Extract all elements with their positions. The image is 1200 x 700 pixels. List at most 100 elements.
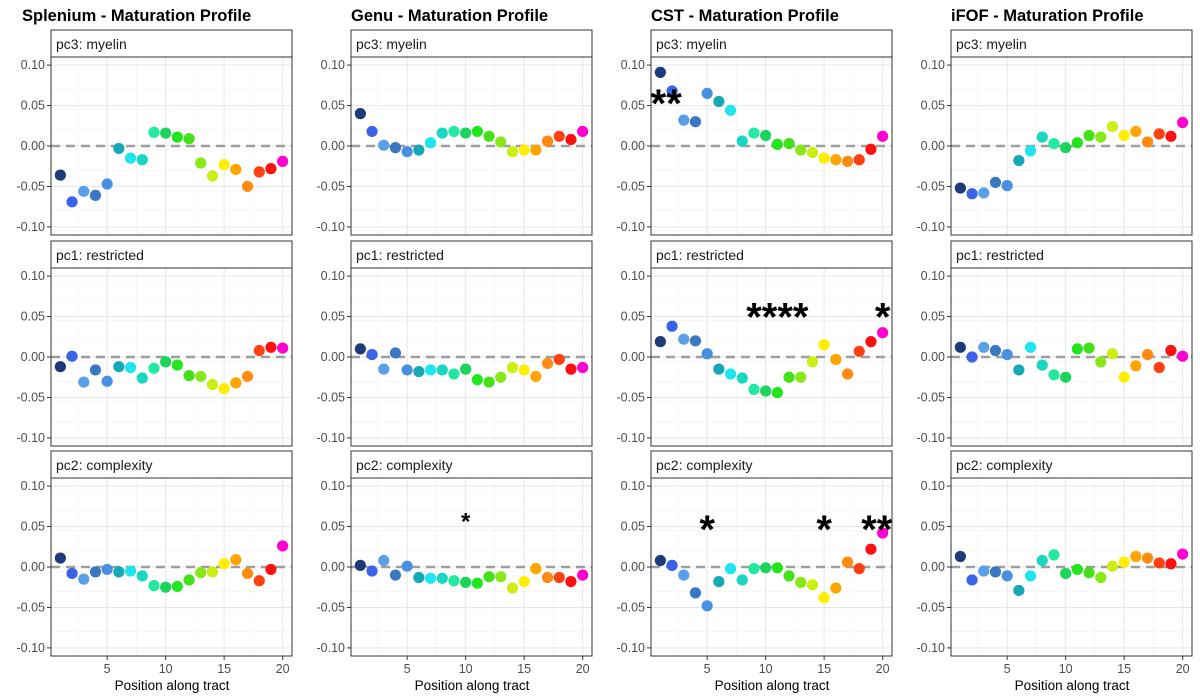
data-point (1153, 128, 1165, 140)
data-point (1013, 154, 1025, 167)
data-point (654, 554, 666, 567)
data-point (89, 364, 102, 376)
data-point (989, 176, 1002, 189)
data-point (818, 152, 830, 164)
facet-strip (950, 29, 1193, 58)
y-tick-label: 0.05 (921, 520, 945, 534)
data-point (553, 130, 565, 142)
data-point (460, 127, 472, 139)
data-point (230, 163, 242, 176)
data-point (783, 137, 795, 150)
data-point (389, 347, 402, 359)
facet-panel: pc1: restricted -0.10 -0.05 0.00 0.05 0.10 (17, 240, 293, 447)
data-point (830, 154, 842, 166)
y-tick-label: 0.00 (21, 139, 45, 153)
y-tick-label: 0.05 (621, 520, 645, 534)
data-point (978, 187, 990, 199)
data-point (1060, 142, 1072, 154)
y-tick-label: 0.00 (21, 350, 45, 364)
data-point (666, 559, 678, 571)
x-axis-label-group: Position along tract Position along trac… (115, 678, 1130, 693)
data-point (1130, 125, 1142, 138)
x-tick-label: 5 (104, 662, 111, 676)
data-point (253, 166, 265, 178)
data-point (541, 357, 554, 370)
data-point (1013, 584, 1025, 597)
data-point (1083, 342, 1095, 354)
data-point (678, 333, 690, 345)
data-point (241, 567, 254, 580)
column-title: CST - Maturation Profile (651, 7, 839, 25)
data-point (853, 154, 865, 166)
data-point (195, 567, 207, 579)
data-point (436, 127, 448, 139)
data-point (171, 359, 183, 371)
data-point (877, 527, 889, 539)
data-point (830, 353, 842, 366)
facet-panel: pc2: complexity -0.10 -0.05 0.00 0.05 0.10 5 10… (17, 450, 293, 676)
data-point (541, 571, 554, 584)
data-point (724, 104, 737, 116)
data-point (654, 66, 666, 78)
data-point (413, 365, 425, 378)
significance-marker: ** (861, 508, 893, 552)
data-point (978, 341, 990, 353)
data-point (1036, 131, 1048, 143)
y-tick-label: 0.05 (921, 99, 945, 113)
y-tick-label: 0.10 (621, 479, 645, 493)
x-tick-label: 20 (276, 662, 290, 676)
facet-strip-label: pc3: myelin (656, 36, 727, 52)
facet-strip (350, 29, 593, 58)
data-point (241, 180, 254, 193)
data-point (230, 554, 242, 566)
data-point (136, 570, 148, 582)
data-point (795, 144, 807, 156)
data-point (565, 133, 577, 146)
data-point (136, 372, 148, 384)
data-point (354, 559, 366, 571)
data-point (841, 556, 854, 568)
data-point (518, 575, 530, 588)
data-point (553, 571, 565, 584)
data-point (666, 320, 678, 332)
data-point (1071, 343, 1083, 355)
data-point (101, 563, 113, 576)
data-point (366, 125, 378, 138)
data-point (1095, 131, 1107, 143)
column-title-group: Splenium - Maturation Profile Genu - Mat… (22, 7, 1144, 25)
x-tick-label: 10 (1059, 662, 1073, 676)
data-point (518, 144, 530, 156)
facet-panel: pc1: restricted -0.10 -0.05 0.00 0.05 0.10 (317, 240, 593, 447)
facet-panel: pc2: complexity * -0.10 -0.05 0.00 0.05 0.10 5 1… (317, 450, 593, 676)
data-point (760, 385, 772, 397)
data-point (877, 130, 889, 142)
data-point (1177, 350, 1189, 362)
y-tick-label: 0.10 (21, 58, 45, 72)
data-point (541, 135, 554, 147)
y-tick-label: 0.10 (621, 58, 645, 72)
data-point (771, 387, 783, 399)
y-tick-label: -0.10 (17, 431, 46, 445)
y-tick-label: -0.10 (17, 641, 46, 655)
facet-panel: pc2: complexity -0.10 -0.05 0.00 0.05 0.10 5 10… (917, 450, 1193, 676)
facet-strip (650, 450, 893, 479)
significance-marker: * (699, 508, 715, 552)
data-point (701, 87, 713, 100)
y-tick-label: 0.00 (621, 560, 645, 574)
facet-strip-label: pc2: complexity (356, 457, 452, 473)
data-point (1165, 344, 1177, 357)
data-point (1060, 371, 1072, 383)
data-point (1141, 136, 1154, 148)
x-tick-label: 5 (1004, 662, 1011, 676)
data-point (954, 550, 966, 563)
y-tick-label: 0.10 (921, 269, 945, 283)
facet-panel: pc3: myelin ** -0.10 -0.05 0.00 0.05 0.10 (617, 29, 893, 236)
data-point (54, 552, 66, 564)
x-axis-label: Position along tract (715, 678, 830, 693)
data-point (701, 348, 713, 360)
data-point (218, 382, 230, 395)
data-point (689, 116, 702, 128)
y-tick-label: 0.10 (21, 479, 45, 493)
data-point (401, 560, 413, 572)
